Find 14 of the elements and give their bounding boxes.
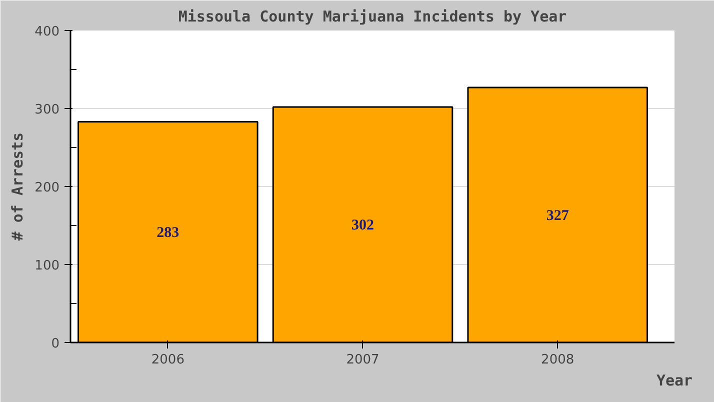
y-tick-label: 0: [51, 336, 60, 352]
y-tick-label: 100: [34, 258, 60, 274]
y-tick-label: 400: [34, 24, 60, 40]
x-tick-label: 2007: [346, 352, 380, 368]
x-tick-label: 2008: [541, 352, 574, 368]
y-tick-label: 300: [34, 102, 60, 118]
y-tick-label: 200: [34, 180, 60, 196]
data-label: 327: [546, 208, 570, 224]
chart-title: Missoula County Marijuana Incidents by Year: [178, 8, 567, 26]
x-tick-label: 2006: [151, 352, 184, 368]
data-label: 302: [352, 218, 374, 234]
x-axis-title: Year: [656, 372, 693, 390]
y-axis-title: # of Arrests: [8, 132, 27, 241]
data-label: 283: [156, 225, 180, 242]
